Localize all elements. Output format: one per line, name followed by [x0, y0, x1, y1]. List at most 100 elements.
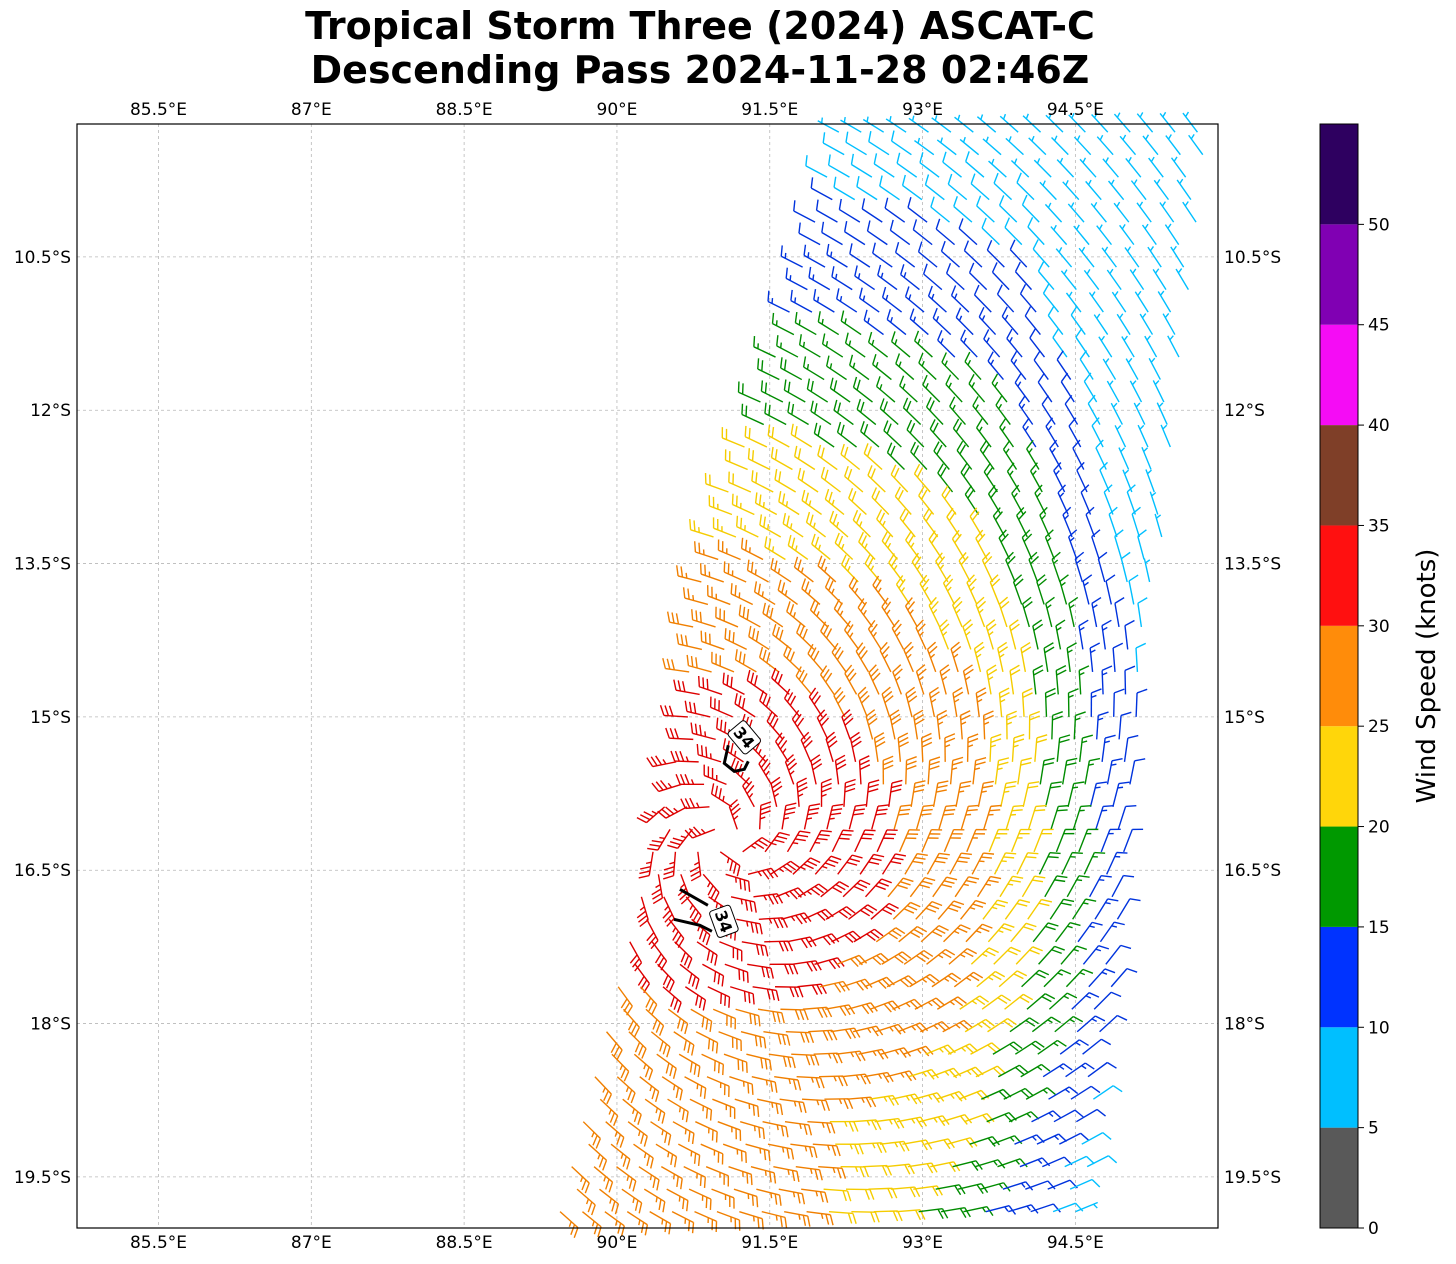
barb-full — [849, 354, 854, 366]
barb-staff — [828, 164, 850, 178]
barb-staff — [965, 161, 985, 178]
wind-barb — [973, 284, 992, 313]
barb-half — [780, 342, 782, 349]
barb-half — [862, 295, 866, 301]
wind-barb — [1093, 313, 1109, 335]
wind-barb — [1037, 372, 1053, 403]
barb-half — [825, 341, 829, 347]
wind-barb — [919, 152, 940, 178]
wind-barb — [933, 441, 950, 470]
barb-staff — [1032, 248, 1050, 268]
wind-barb — [840, 116, 862, 133]
barb-full — [986, 239, 993, 251]
barb-full — [822, 132, 826, 144]
wind-barb — [995, 395, 1011, 425]
wind-barb — [1088, 291, 1104, 313]
barb-half — [912, 316, 917, 323]
wind-barb — [866, 220, 888, 246]
wind-barb — [850, 153, 873, 178]
barb-full — [764, 382, 768, 394]
wind-barb — [1024, 306, 1041, 336]
barb-half — [857, 273, 861, 279]
barb-staff — [1079, 358, 1094, 380]
barb-full — [790, 289, 793, 301]
wind-barb — [1113, 201, 1130, 223]
barb-full — [1052, 328, 1060, 338]
barb-half — [1133, 179, 1138, 185]
barb-staff — [941, 250, 960, 268]
wind-barb — [976, 195, 995, 223]
barb-full — [976, 195, 982, 207]
barb-full — [875, 376, 881, 387]
barb-staff — [1033, 359, 1049, 380]
wind-barb — [945, 263, 965, 291]
barb-half — [1009, 336, 1013, 343]
barb-half — [1063, 269, 1068, 275]
barb-half — [1013, 359, 1018, 365]
wind-barb — [1028, 135, 1047, 156]
wind-barb — [1030, 462, 1043, 493]
barb-staff — [942, 161, 962, 178]
wind-barb — [1159, 111, 1176, 133]
barb-full — [833, 380, 838, 391]
barb-full — [1047, 305, 1055, 316]
barb-full — [968, 262, 975, 274]
wind-barb — [877, 264, 898, 291]
barb-half — [1070, 202, 1075, 208]
barb-half — [1001, 426, 1006, 432]
barb-half — [1127, 156, 1132, 163]
barb-full — [840, 310, 845, 322]
barb-half — [1156, 178, 1161, 185]
barb-full — [1022, 417, 1030, 428]
wind-barb — [914, 330, 933, 358]
barb-full — [995, 395, 1003, 406]
barb-full — [767, 290, 770, 302]
barb-half — [971, 382, 976, 388]
barb-full — [780, 245, 783, 257]
barb-half — [1047, 202, 1052, 209]
barb-staff — [1024, 315, 1041, 336]
wind-barb — [991, 262, 1010, 291]
barb-half — [807, 252, 810, 258]
barb-staff — [873, 163, 895, 178]
barb-full — [896, 152, 901, 164]
wind-barb — [1019, 283, 1037, 313]
barb-staff — [798, 232, 821, 246]
wind-barb — [1188, 133, 1204, 156]
barb-full — [965, 151, 970, 162]
barb-half — [1059, 157, 1064, 164]
barb-staff — [1029, 337, 1046, 358]
barb-full — [1029, 328, 1036, 339]
wind-barb — [821, 333, 844, 358]
barb-half — [1032, 470, 1037, 476]
wind-barb — [1062, 180, 1080, 201]
barb-half — [1139, 112, 1144, 118]
wind-barb — [867, 331, 889, 358]
barb-staff — [1070, 314, 1086, 335]
barb-staff — [993, 182, 1013, 201]
wind-barb — [1125, 156, 1142, 178]
colorbar-tick-label: 10 — [1368, 1018, 1390, 1038]
wind-barb — [820, 466, 841, 493]
wind-barb — [901, 174, 923, 201]
wind-barb — [1152, 268, 1167, 290]
wind-barb — [813, 289, 835, 313]
wind-barb — [879, 398, 899, 426]
wind-barb — [724, 449, 748, 471]
wind-barb — [958, 218, 978, 246]
barb-full — [983, 462, 992, 473]
colorbar-tick-label: 30 — [1368, 617, 1390, 637]
wind-barb — [899, 375, 918, 403]
barb-full — [814, 403, 818, 414]
wind-barb — [1114, 425, 1127, 448]
wind-barb — [1060, 269, 1077, 291]
wind-barb — [1073, 224, 1090, 246]
barb-full — [771, 426, 775, 438]
wind-barb — [770, 446, 793, 471]
wind-barb — [1052, 328, 1068, 358]
colorbar-bin — [1320, 224, 1358, 325]
wind-barb — [1139, 313, 1154, 335]
barb-full — [906, 400, 912, 412]
barb-half — [1100, 335, 1105, 342]
wind-barb — [793, 200, 816, 223]
